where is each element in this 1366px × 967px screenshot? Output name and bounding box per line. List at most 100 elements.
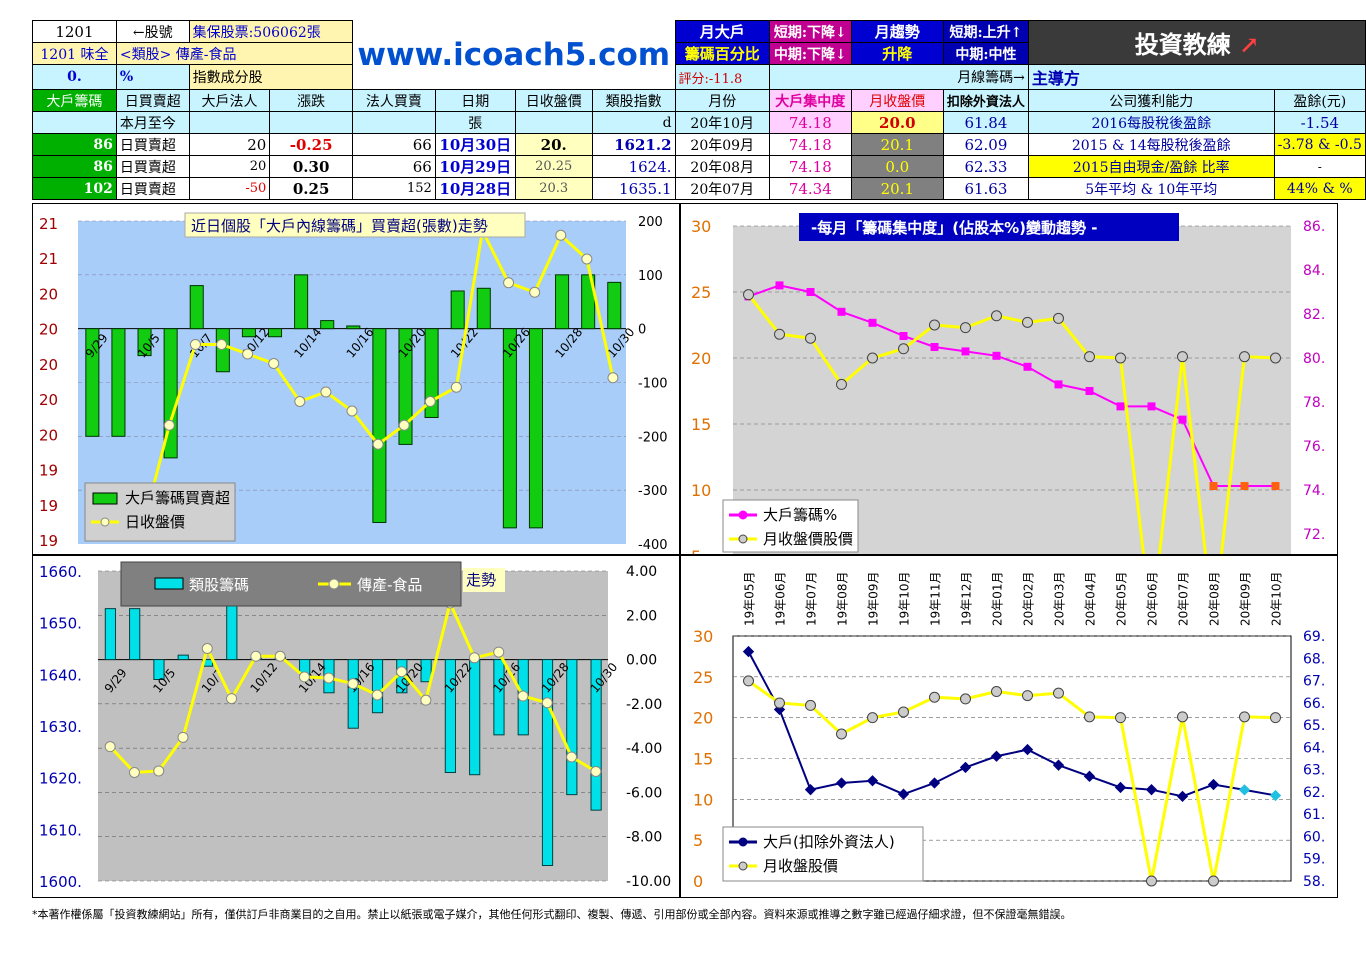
table-row: 86 日買賣超 20 -0.25 66 10月30日 20. 1621.2 20年09月 74.1…: [32, 133, 1366, 156]
cell: 152: [351, 177, 436, 200]
right-tick: 76.: [1303, 439, 1325, 455]
price-point: [163, 419, 175, 431]
legend-box: [722, 826, 924, 882]
chip-point: [1023, 362, 1032, 371]
price-point: [1270, 352, 1281, 364]
profit-label: 2015 & 14每股稅後盈餘: [1027, 133, 1275, 156]
bar: [111, 328, 126, 437]
price-point: [991, 686, 1002, 698]
price-point: [960, 322, 971, 334]
price-point: [743, 675, 754, 687]
bar: [398, 328, 413, 445]
chart-panel-concentration: 5 10 15 20 25 30 72. 74. 76. 78. 80. 82. 84. 86. -每月「籌…: [680, 203, 1338, 555]
price-point: [805, 332, 816, 344]
monthly-label: 月線籌碼→: [957, 70, 1025, 86]
right-tick: 80.: [1303, 351, 1325, 367]
price-point: [566, 751, 578, 763]
month-cell: 62.33: [942, 155, 1029, 178]
right-tick: 59.: [1303, 852, 1325, 868]
price-point: [216, 339, 228, 350]
col-header: 日期: [434, 89, 516, 112]
month-cell: 20年08月: [674, 155, 770, 178]
bar: [502, 328, 517, 529]
right-tick: 200: [638, 215, 663, 230]
left-tick: 15: [691, 415, 711, 434]
right-tick: -400: [638, 538, 668, 553]
left-tick: 30: [691, 217, 711, 236]
holder-point: [1083, 770, 1096, 782]
legend-label: 類股籌碼: [189, 576, 249, 594]
bar: [444, 659, 456, 773]
bar: [450, 290, 465, 330]
site-url[interactable]: www.icoach5.com: [357, 36, 671, 73]
price-point: [346, 405, 358, 417]
right-tick: 64.: [1303, 740, 1325, 756]
chip-line: [748, 284, 1276, 488]
price-point: [1022, 690, 1033, 702]
price-point: [1239, 351, 1250, 363]
excl-foreign-chart: 19年05月 19年06月 19年07月 19年08月 19年09月 19年10月 19年1…: [693, 571, 1325, 891]
x-tick: 20年04月: [1084, 571, 1098, 626]
mid-term-b: 中期:中性: [942, 42, 1029, 65]
sector: <類股> 傳產-食品: [115, 42, 353, 65]
x-tick: 20年03月: [1053, 571, 1067, 626]
month-cell: 61.63: [942, 177, 1029, 200]
left-tick: 0: [693, 872, 703, 891]
right-tick: 4.00: [626, 564, 657, 580]
bar: [372, 328, 387, 523]
right-tick: 78.: [1303, 395, 1325, 411]
price-point: [1177, 711, 1188, 723]
month-cell: 20.1: [850, 177, 944, 200]
x-tick: 19年08月: [836, 571, 850, 626]
chip-point: [775, 281, 784, 290]
right-tick: 82.: [1303, 307, 1325, 323]
chip-point: [1054, 380, 1063, 389]
col-header: 盈餘(元): [1273, 89, 1366, 112]
copyright-footer: *本著作權係屬「投資教練網站」所有，僅供訂戶非商業目的之自用。禁止以紙張或電子媒…: [32, 908, 1072, 921]
x-tick: 19年10月: [898, 571, 912, 626]
bar: [347, 659, 359, 729]
legend-label: 傳產-食品: [357, 576, 422, 594]
right-tick: -100: [638, 377, 668, 392]
left-tick: 1630.: [39, 718, 82, 736]
left-tick: 1600.: [39, 873, 82, 891]
month-big-b: 籌碼百分比: [674, 42, 770, 65]
subheader-cell: [514, 111, 593, 134]
price-point: [805, 699, 816, 711]
right-tick: -2.00: [626, 697, 662, 713]
cell: 66: [351, 155, 436, 178]
cell: 20.25: [514, 155, 593, 178]
code-note: ←股號: [115, 20, 190, 43]
right-tick: 62.: [1303, 785, 1325, 801]
legend-box: [120, 561, 462, 607]
x-tick: 20年06月: [1146, 571, 1160, 626]
x-tick: 20年08月: [1208, 571, 1222, 626]
daily-chip-chart: -400 -300 -200 -100 0 100 200 21 21 20 20 20 20 20 19 1…: [39, 212, 668, 553]
price-point: [929, 319, 940, 331]
data-rows: 86 日買賣超 20 -0.25 66 10月30日 20. 1621.2 20年09月 74.1…: [32, 133, 1366, 200]
bar: [215, 328, 230, 373]
price-point: [320, 386, 332, 398]
bar: [590, 659, 602, 811]
bar: [153, 659, 165, 680]
price-point: [898, 343, 909, 355]
score: 評分:-11.8: [674, 64, 770, 90]
lead-party: 主導方: [1027, 64, 1366, 90]
summary-table: 1201 ←股號 集保股票:506062張 www.icoach5.com 月大…: [32, 20, 1366, 200]
logo-text: 投資教練: [1134, 30, 1231, 59]
bar: [607, 281, 622, 330]
price-point: [493, 646, 505, 658]
x-tick: 19年06月: [774, 571, 788, 626]
chip-point: [992, 351, 1001, 360]
price-point: [189, 339, 201, 350]
right-tick: 74.: [1303, 483, 1325, 499]
price-point: [1053, 312, 1064, 324]
price-point: [590, 765, 602, 777]
cell: 日買賣超: [115, 155, 190, 178]
month-cell: 20.1: [850, 133, 944, 156]
right-tick: 66.: [1303, 696, 1325, 712]
profit-value: -1.54: [1273, 111, 1366, 134]
col-header: 公司獲利能力: [1027, 89, 1275, 112]
price-point: [1115, 352, 1126, 364]
right-tick: 67.: [1303, 674, 1325, 690]
